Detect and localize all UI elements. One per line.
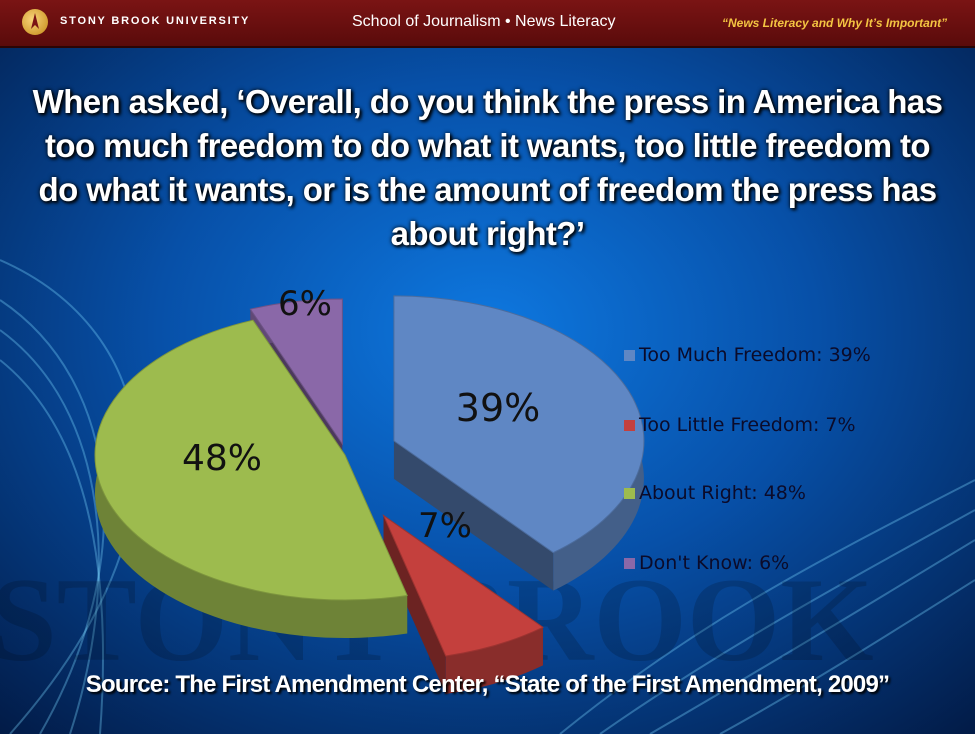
slice-about-right xyxy=(94,319,408,601)
slice-label-about-right: 48% xyxy=(182,438,262,479)
source-citation: Source: The First Amendment Center, “Sta… xyxy=(85,671,890,698)
legend-label: Too Much Freedom: 39% xyxy=(639,344,871,366)
slice-label-don-t-know: 6% xyxy=(278,284,332,324)
slice-wall-too-much-freedom xyxy=(393,440,554,591)
legend-swatch xyxy=(624,420,635,431)
university-logo xyxy=(22,9,48,35)
pie-labels-layer: 39% 7% 48% 6% xyxy=(182,284,540,546)
slice-don-t-know xyxy=(249,298,343,446)
slice-label-too-much-freedom: 39% xyxy=(456,386,540,430)
slice-too-little-freedom xyxy=(382,514,544,657)
slide-tagline: “News Literacy and Why It’s Important” xyxy=(722,16,948,30)
slice-rim-too-little-freedom xyxy=(445,627,543,695)
program-title: School of Journalism • News Literacy xyxy=(352,13,616,30)
pie-top-layer xyxy=(94,295,645,657)
legend-swatch xyxy=(624,350,635,361)
university-name: STONY BROOK UNIVERSITY xyxy=(60,15,251,27)
legend-swatch xyxy=(624,488,635,499)
header-bar: STONY BROOK UNIVERSITY School of Journal… xyxy=(0,0,975,48)
slice-rim-about-right xyxy=(94,320,408,639)
slice-label-too-little-freedom: 7% xyxy=(418,506,472,546)
legend-label: Don't Know: 6% xyxy=(639,552,790,574)
slice-too-much-freedom xyxy=(393,295,645,554)
slice-wall-too-little-freedom xyxy=(383,515,446,695)
legend-label: Too Little Freedom: 7% xyxy=(639,414,856,436)
legend-swatch xyxy=(624,558,635,569)
legend-label: About Right: 48% xyxy=(639,482,806,504)
chart-title: When asked, ‘Overall, do you think the p… xyxy=(32,83,943,252)
